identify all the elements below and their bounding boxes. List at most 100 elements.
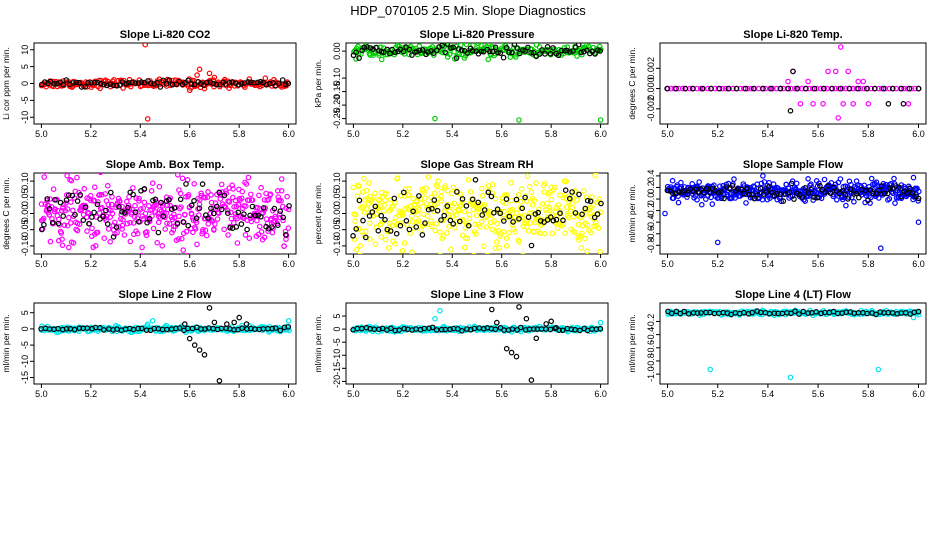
data-point	[376, 47, 382, 54]
data-point	[514, 45, 521, 51]
data-point	[409, 249, 415, 254]
panel-9-xtick-label: 5.4	[762, 389, 775, 399]
outlier-point	[285, 317, 292, 324]
data-point	[434, 183, 441, 190]
panel-6-series-subset	[664, 180, 922, 204]
data-point	[503, 196, 510, 202]
data-point	[285, 225, 292, 231]
data-point	[70, 240, 77, 246]
data-point	[800, 308, 807, 315]
data-point	[829, 85, 835, 92]
data-point	[495, 227, 502, 234]
data-point	[729, 182, 736, 189]
data-point	[539, 201, 546, 207]
data-point	[204, 79, 210, 86]
data-point	[492, 245, 499, 252]
data-point	[455, 46, 462, 52]
data-point	[516, 50, 523, 57]
data-point	[72, 211, 78, 218]
data-point	[506, 230, 512, 236]
panel-5-xtick-label: 5.8	[545, 259, 558, 269]
data-point	[127, 219, 133, 226]
data-point	[837, 85, 844, 92]
data-point	[469, 196, 476, 203]
data-point	[148, 188, 155, 194]
data-point	[530, 326, 537, 332]
data-point	[444, 203, 451, 209]
data-point	[500, 218, 507, 224]
data-point	[718, 189, 725, 195]
data-point	[792, 308, 798, 315]
data-point	[777, 191, 783, 198]
data-point	[676, 189, 682, 195]
data-point	[419, 47, 426, 53]
panel-2: Slope Li-820 Pressure 5.0 5.2 5.4 5.6 5.8 6.0 -…	[313, 29, 609, 139]
outlier-point	[662, 210, 668, 217]
data-point	[78, 84, 85, 90]
data-point	[352, 218, 359, 225]
data-point	[367, 45, 374, 51]
data-point	[434, 207, 441, 214]
data-point	[465, 176, 472, 183]
data-point	[119, 222, 126, 229]
data-point	[563, 178, 569, 185]
data-point	[442, 183, 449, 189]
data-point	[535, 209, 542, 216]
data-point	[774, 190, 780, 197]
outlier-point	[432, 115, 438, 122]
data-point	[47, 196, 53, 202]
panel-3-title: Slope Li-820 Temp.	[743, 29, 842, 41]
panel-3-points	[664, 44, 922, 121]
data-point	[119, 209, 125, 215]
panel-grid: Slope Li-820 CO2 5.0 5.2 5.4 5.6 5.8 6.0 -10 -5 0…	[1, 29, 927, 399]
data-point	[416, 47, 423, 54]
data-point	[425, 49, 431, 55]
data-point	[708, 85, 714, 92]
panel-5: Slope Gas Stream RH 5.0 5.2 5.4 5.6 5.8 6.0 -0.…	[313, 159, 609, 269]
data-point	[71, 326, 78, 333]
data-point	[47, 238, 54, 245]
outlier-point	[787, 108, 794, 114]
data-point	[59, 207, 65, 214]
data-point	[406, 192, 412, 199]
outlier-point	[877, 245, 884, 252]
data-point	[568, 326, 575, 333]
panel-4-xtick-label: 6.0	[282, 259, 295, 269]
data-point	[392, 49, 399, 56]
data-point	[378, 234, 385, 240]
data-point	[915, 311, 922, 318]
data-point	[176, 78, 183, 85]
data-point	[242, 232, 249, 238]
data-point	[200, 227, 206, 233]
outlier-point	[508, 349, 515, 356]
panel-7-title: Slope Line 2 Flow	[119, 289, 212, 301]
data-point	[140, 205, 147, 211]
data-point	[485, 252, 490, 254]
panel-2-points	[350, 43, 604, 123]
panel-5-xtick-label: 5.0	[347, 259, 360, 269]
data-point	[95, 199, 101, 205]
data-point	[211, 210, 217, 217]
data-point	[97, 173, 104, 176]
data-point	[391, 195, 398, 202]
data-point	[244, 226, 250, 233]
data-point	[915, 198, 922, 204]
data-point	[751, 195, 758, 202]
data-point	[101, 81, 107, 88]
data-point	[488, 193, 495, 200]
data-point	[698, 186, 704, 192]
data-point	[271, 205, 278, 212]
data-point	[748, 85, 755, 92]
data-point	[66, 214, 72, 221]
data-point	[422, 220, 428, 226]
data-point	[159, 243, 166, 249]
data-point	[103, 207, 109, 214]
data-point	[541, 180, 548, 187]
data-point	[450, 44, 457, 51]
panel-5-series-all	[350, 173, 604, 254]
panel-1-points	[38, 43, 292, 122]
data-point	[809, 85, 816, 92]
data-point	[743, 185, 750, 192]
data-point	[802, 198, 809, 204]
data-point	[372, 190, 378, 197]
